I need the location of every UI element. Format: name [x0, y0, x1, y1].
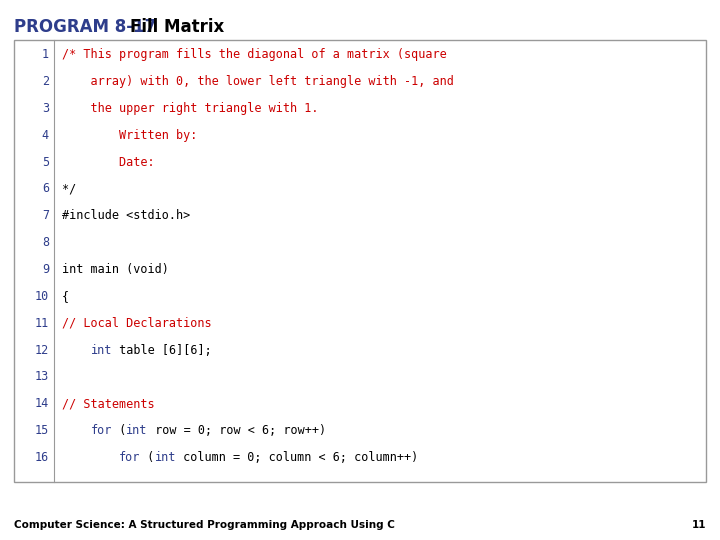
- Text: #include <stdio.h>: #include <stdio.h>: [62, 209, 190, 222]
- Text: Written by:: Written by:: [62, 129, 197, 141]
- Text: /* This program fills the diagonal of a matrix (square: /* This program fills the diagonal of a …: [62, 48, 446, 61]
- Text: row = 0; row < 6; row++): row = 0; row < 6; row++): [148, 424, 325, 437]
- Text: Computer Science: A Structured Programming Approach Using C: Computer Science: A Structured Programmi…: [14, 520, 395, 530]
- Text: 15: 15: [35, 424, 49, 437]
- Text: 6: 6: [42, 183, 49, 195]
- Text: 13: 13: [35, 370, 49, 383]
- Text: 9: 9: [42, 263, 49, 276]
- Text: 8: 8: [42, 236, 49, 249]
- Text: array) with 0, the lower left triangle with -1, and: array) with 0, the lower left triangle w…: [62, 75, 454, 88]
- Text: 7: 7: [42, 209, 49, 222]
- Text: 3: 3: [42, 102, 49, 115]
- Text: 10: 10: [35, 290, 49, 303]
- Text: PROGRAM 8-17: PROGRAM 8-17: [14, 18, 156, 36]
- Text: 1: 1: [42, 48, 49, 61]
- Text: (: (: [140, 451, 155, 464]
- Text: */: */: [62, 183, 76, 195]
- Text: 12: 12: [35, 343, 49, 356]
- Text: 14: 14: [35, 397, 49, 410]
- Text: the upper right triangle with 1.: the upper right triangle with 1.: [62, 102, 318, 115]
- Text: int: int: [91, 343, 112, 356]
- Text: for: for: [91, 424, 112, 437]
- Text: table [6][6];: table [6][6];: [112, 343, 212, 356]
- Text: {: {: [62, 290, 69, 303]
- Bar: [14, 40, 706, 482]
- Text: 11: 11: [691, 520, 706, 530]
- Text: int: int: [126, 424, 148, 437]
- Text: int main (void): int main (void): [62, 263, 169, 276]
- Text: // Local Declarations: // Local Declarations: [62, 317, 212, 330]
- Text: 5: 5: [42, 156, 49, 168]
- Text: // Statements: // Statements: [62, 397, 155, 410]
- Text: 11: 11: [35, 317, 49, 330]
- Text: int: int: [155, 451, 176, 464]
- Text: 2: 2: [42, 75, 49, 88]
- Text: for: for: [119, 451, 140, 464]
- Text: Fill Matrix: Fill Matrix: [130, 18, 224, 36]
- Text: column = 0; column < 6; column++): column = 0; column < 6; column++): [176, 451, 418, 464]
- Text: Date:: Date:: [62, 156, 155, 168]
- Text: 4: 4: [42, 129, 49, 141]
- Text: (: (: [112, 424, 126, 437]
- Text: 16: 16: [35, 451, 49, 464]
